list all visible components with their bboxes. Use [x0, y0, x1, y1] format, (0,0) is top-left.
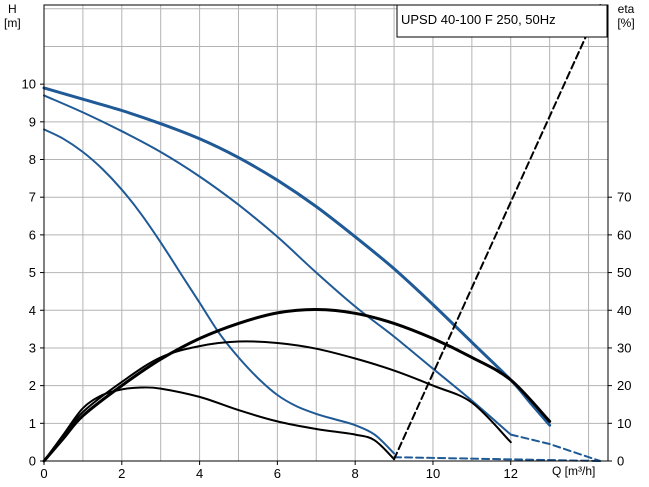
y-right-tick-label: 50 [617, 265, 631, 280]
y-right-tick-label: 30 [617, 340, 631, 355]
y-right-label-line2: [%] [617, 16, 634, 30]
y-right-tick-label: 60 [617, 227, 631, 242]
x-tick-label: 10 [426, 466, 440, 481]
plot-frame [40, 4, 612, 465]
curves [42, 4, 602, 463]
y-left-tick-label: 0 [29, 454, 36, 469]
y-left-tick-label: 4 [29, 303, 36, 318]
y-left-label-line1: H [8, 2, 17, 16]
y-left-tick-label: 1 [29, 416, 36, 431]
head-curve-1 [43, 94, 512, 436]
y-right-tick-label: 70 [617, 190, 631, 205]
y-right-label-line1: eta [618, 2, 635, 16]
y-left-tick-label: 9 [29, 114, 36, 129]
chart-title: UPSD 40-100 F 250, 50Hz [401, 12, 556, 27]
head-curve-2 [43, 128, 396, 455]
y-left-tick-label: 8 [29, 152, 36, 167]
efficiency-curve-dashed-8 [393, 4, 602, 461]
y-left-tick-label: 7 [29, 190, 36, 205]
plot-border [43, 4, 609, 462]
x-tick-label: 4 [196, 466, 203, 481]
x-tick-label: 0 [40, 466, 47, 481]
x-tick-label: 12 [504, 466, 518, 481]
y-left-tick-label: 6 [29, 227, 36, 242]
y-left-tick-label: 10 [22, 77, 36, 92]
y-left-tick-label: 2 [29, 378, 36, 393]
y-left-tick-label: 3 [29, 340, 36, 355]
head-curve-dashed-6 [393, 456, 602, 462]
y-right-tick-label: 10 [617, 416, 631, 431]
x-tick-label: 8 [352, 466, 359, 481]
efficiency-curve-5 [43, 386, 396, 462]
x-tick-label: 6 [274, 466, 281, 481]
x-tick-label: 2 [118, 466, 125, 481]
y-left-tick-label: 5 [29, 265, 36, 280]
head-curve-0 [42, 86, 552, 427]
y-left-label-line2: [m] [4, 16, 21, 30]
head-curve-dashed-7 [509, 433, 602, 462]
y-right-tick-label: 0 [617, 454, 624, 469]
x-axis-label: Q [m³/h] [552, 464, 595, 478]
efficiency-curve-3 [42, 307, 552, 463]
chart-title-box [396, 4, 608, 38]
y-right-tick-label: 20 [617, 378, 631, 393]
efficiency-curve-4 [43, 340, 512, 462]
y-right-tick-label: 40 [617, 303, 631, 318]
